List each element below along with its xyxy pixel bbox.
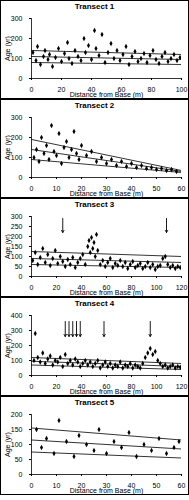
svg-text:100: 100 [11, 357, 23, 364]
svg-text:200: 200 [11, 134, 23, 141]
svg-text:100: 100 [11, 441, 23, 448]
html-text:Transect 4: Transect 4 [74, 299, 115, 308]
svg-text:Distance from Base (m): Distance from Base (m) [70, 190, 144, 198]
svg-text:20: 20 [58, 86, 66, 93]
svg-text:20: 20 [53, 383, 61, 390]
svg-text:200: 200 [11, 233, 23, 240]
svg-text:10: 10 [53, 482, 61, 489]
svg-text:150: 150 [11, 426, 23, 433]
svg-text:100: 100 [11, 253, 23, 260]
svg-text:0: 0 [30, 86, 34, 93]
html-text:Transect 2: Transect 2 [74, 101, 115, 110]
svg-text:100: 100 [151, 383, 163, 390]
svg-text:100: 100 [151, 284, 163, 291]
svg-text:100: 100 [11, 55, 23, 62]
svg-text:0: 0 [19, 75, 23, 82]
svg-text:50: 50 [153, 185, 161, 192]
svg-text:0: 0 [30, 185, 34, 192]
svg-text:150: 150 [11, 243, 23, 250]
svg-text:Age (yr): Age (yr) [4, 135, 12, 160]
svg-text:Age (yr): Age (yr) [4, 36, 12, 61]
svg-text:200: 200 [11, 35, 23, 42]
svg-text:Distance from Base (m): Distance from Base (m) [70, 91, 144, 99]
svg-text:50: 50 [15, 456, 23, 463]
svg-text:50: 50 [15, 263, 23, 270]
svg-text:Distance from Base (m): Distance from Base (m) [70, 487, 144, 495]
svg-text:0: 0 [19, 174, 23, 181]
svg-text:60: 60 [178, 185, 186, 192]
svg-text:200: 200 [11, 342, 23, 349]
svg-text:Distance from Base (m): Distance from Base (m) [70, 388, 144, 396]
svg-text:Age (yr): Age (yr) [4, 432, 12, 457]
svg-text:0: 0 [30, 482, 34, 489]
svg-text:300: 300 [11, 327, 23, 334]
svg-text:Age (yr): Age (yr) [4, 234, 12, 259]
svg-text:0: 0 [19, 273, 23, 280]
svg-text:Distance from Base (m): Distance from Base (m) [70, 289, 144, 297]
svg-text:60: 60 [178, 482, 186, 489]
svg-text:10: 10 [53, 185, 61, 192]
svg-text:120: 120 [176, 383, 188, 390]
svg-text:400: 400 [11, 312, 23, 319]
svg-text:300: 300 [11, 213, 23, 220]
svg-text:100: 100 [11, 154, 23, 161]
html-text:Transect 3: Transect 3 [74, 200, 115, 209]
svg-text:0: 0 [19, 372, 23, 379]
svg-text:300: 300 [11, 15, 23, 22]
svg-text:0: 0 [19, 471, 23, 478]
svg-text:20: 20 [53, 284, 61, 291]
svg-text:100: 100 [176, 86, 188, 93]
svg-text:80: 80 [148, 86, 156, 93]
svg-text:250: 250 [11, 223, 23, 230]
svg-text:0: 0 [30, 383, 34, 390]
svg-text:300: 300 [11, 114, 23, 121]
svg-text:50: 50 [153, 482, 161, 489]
svg-text:200: 200 [11, 411, 23, 418]
html-text:Transect 5: Transect 5 [74, 398, 115, 407]
svg-text:Age (yr): Age (yr) [4, 333, 12, 358]
html-text:Transect 1: Transect 1 [74, 2, 115, 11]
svg-text:0: 0 [30, 284, 34, 291]
svg-text:120: 120 [176, 284, 188, 291]
